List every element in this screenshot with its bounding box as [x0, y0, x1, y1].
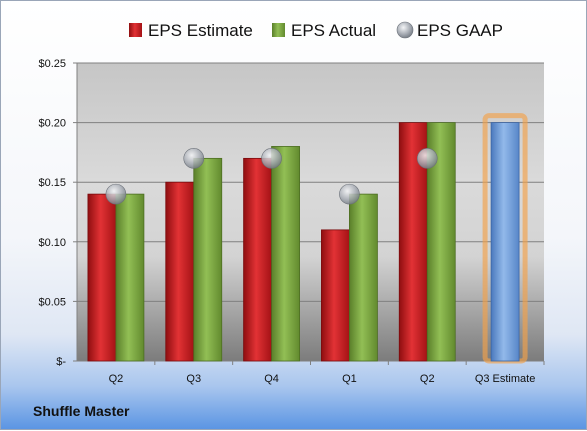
y-tick-label: $0.10	[38, 237, 66, 249]
bar-estimate	[87, 193, 117, 362]
legend-swatch-gaap	[396, 21, 414, 39]
point-gaap	[183, 148, 205, 169]
point-gaap	[261, 148, 282, 169]
y-tick-label: $0.15	[38, 177, 66, 189]
legend-label: EPS Actual	[291, 21, 376, 40]
y-tick-label: $-	[56, 356, 66, 368]
company-name: Shuffle Master	[33, 403, 130, 419]
bar-estimate	[243, 157, 272, 362]
plot-area	[77, 63, 544, 361]
bar-actual	[193, 157, 223, 362]
point-gaap	[105, 183, 127, 205]
x-tick-label: Q2	[420, 373, 435, 385]
legend-label: EPS GAAP	[417, 21, 503, 40]
legend-swatch-estimate	[129, 23, 142, 37]
bar-forecast	[490, 122, 520, 362]
x-tick-label: Q3 Estimate	[475, 373, 536, 385]
y-tick-label: $0.20	[38, 118, 66, 130]
y-axis-ticks: $- $0.05 $0.10 $0.15 $0.20 $0.25	[38, 58, 66, 368]
bar-estimate	[165, 181, 195, 362]
legend-swatch-actual	[272, 23, 285, 37]
legend: EPS Estimate EPS Actual EPS GAAP	[129, 21, 503, 40]
x-tick-label: Q1	[342, 373, 357, 385]
bar-actual	[271, 146, 300, 362]
point-gaap	[416, 148, 438, 169]
x-axis-ticks: Q2 Q3 Q4 Q1 Q2 Q3 Estimate	[109, 373, 536, 385]
y-tick-label: $0.25	[38, 58, 66, 70]
y-tick-label: $0.05	[38, 296, 66, 308]
point-gaap	[339, 183, 360, 205]
bar-actual	[349, 193, 378, 362]
x-tick-label: Q2	[109, 373, 124, 385]
legend-label: EPS Estimate	[148, 21, 253, 40]
gridlines	[73, 62, 545, 365]
x-tick-label: Q3	[186, 373, 201, 385]
x-tick-label: Q4	[264, 373, 279, 385]
bar-estimate	[321, 229, 350, 362]
bar-actual	[115, 193, 145, 362]
bars	[87, 113, 528, 364]
